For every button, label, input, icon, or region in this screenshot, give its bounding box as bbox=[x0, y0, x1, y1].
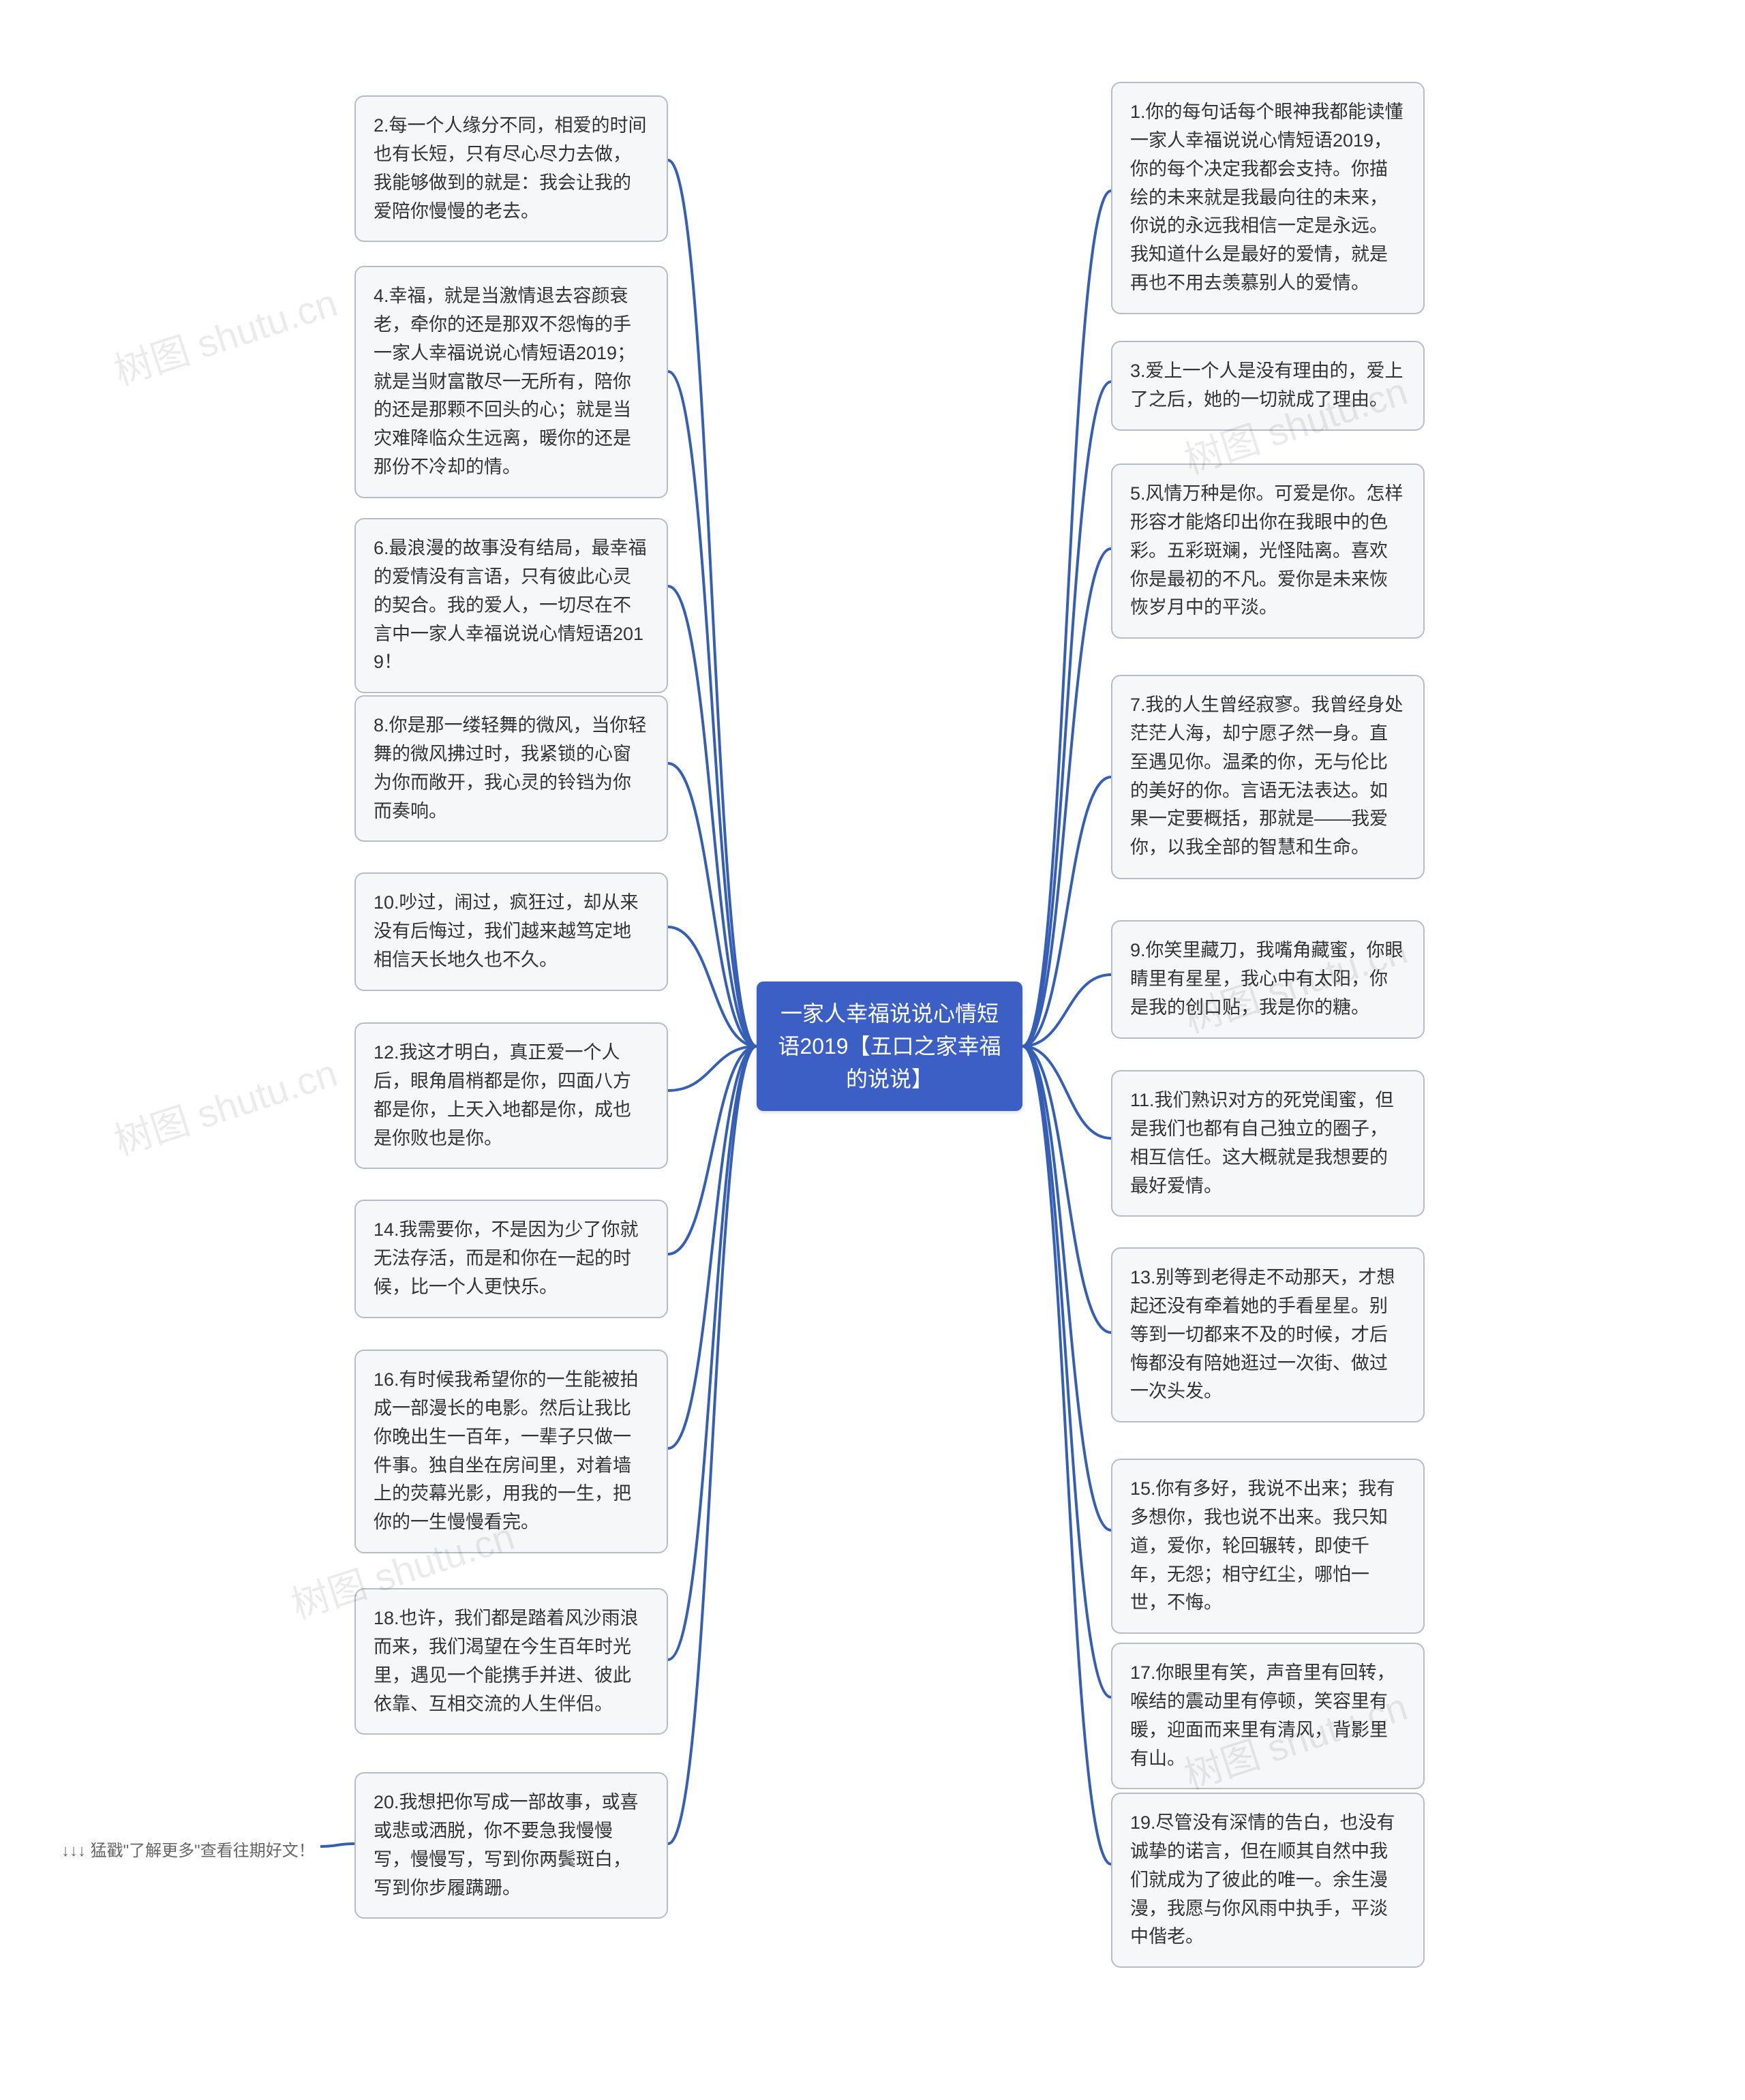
branch-node: 9.你笑里藏刀，我嘴角藏蜜，你眼睛里有星星，我心中有太阳，你是我的创口贴，我是你… bbox=[1111, 920, 1425, 1039]
branch-text: 19.尽管没有深情的告白，也没有诚挚的诺言，但在顺其自然中我们就成为了彼此的唯一… bbox=[1130, 1812, 1395, 1947]
branch-node: 5.风情万种是你。可爱是你。怎样形容才能烙印出你在我眼中的色彩。五彩斑斓，光怪陆… bbox=[1111, 463, 1425, 639]
edge bbox=[668, 1046, 757, 1448]
branch-text: 7.我的人生曾经寂寥。我曾经身处茫茫人海，却宁愿孑然一身。直至遇见你。温柔的你，… bbox=[1130, 695, 1403, 857]
edge bbox=[668, 927, 757, 1046]
branch-node: 16.有时候我希望你的一生能被拍成一部漫长的电影。然后让我比你晚出生一百年，一辈… bbox=[354, 1350, 668, 1553]
branch-node: 20.我想把你写成一部故事，或喜或悲或洒脱，你不要急我慢慢写，慢慢写，写到你两鬓… bbox=[354, 1772, 668, 1919]
watermark: 树图 shutu.cn bbox=[106, 1043, 344, 1167]
branch-text: 5.风情万种是你。可爱是你。怎样形容才能烙印出你在我眼中的色彩。五彩斑斓，光怪陆… bbox=[1130, 483, 1403, 618]
branch-text: 13.别等到老得走不动那天，才想起还没有牵着她的手看星星。别等到一切都来不及的时… bbox=[1130, 1267, 1395, 1401]
branch-node: 6.最浪漫的故事没有结局，最幸福的爱情没有言语，只有彼此心灵的契合。我的爱人，一… bbox=[354, 518, 668, 693]
branch-text: 18.也许，我们都是踏着风沙雨浪而来，我们渴望在今生百年时光里，遇见一个能携手并… bbox=[374, 1608, 639, 1714]
branch-node: 7.我的人生曾经寂寥。我曾经身处茫茫人海，却宁愿孑然一身。直至遇见你。温柔的你，… bbox=[1111, 675, 1425, 879]
branch-text: 4.幸福，就是当激情退去容颜衰老，牵你的还是那双不怨悔的手一家人幸福说说心情短语… bbox=[374, 286, 635, 477]
branch-node: 19.尽管没有深情的告白，也没有诚挚的诺言，但在顺其自然中我们就成为了彼此的唯一… bbox=[1111, 1793, 1425, 1968]
branch-text: 6.最浪漫的故事没有结局，最幸福的爱情没有言语，只有彼此心灵的契合。我的爱人，一… bbox=[374, 538, 647, 672]
edge bbox=[1022, 1046, 1111, 1864]
edge bbox=[1022, 382, 1111, 1046]
branch-text: 3.爱上一个人是没有理由的，爱上了之后，她的一切就成了理由。 bbox=[1130, 361, 1403, 410]
edge bbox=[1022, 1046, 1111, 1138]
tail-text: ↓↓↓ 猛戳"了解更多"查看往期好文！ bbox=[61, 1842, 315, 1860]
edge bbox=[668, 763, 757, 1046]
branch-node: 14.我需要你，不是因为少了你就无法存活，而是和你在一起的时候，比一个人更快乐。 bbox=[354, 1200, 668, 1318]
branch-node: 12.我这才明白，真正爱一个人后，眼角眉梢都是你，四面八方都是你，上天入地都是你… bbox=[354, 1022, 668, 1169]
branch-text: 11.我们熟识对方的死党闺蜜，但是我们也都有自己独立的圈子，相互信任。这大概就是… bbox=[1130, 1090, 1394, 1196]
branch-text: 15.你有多好，我说不出来；我有多想你，我也说不出来。我只知道，爱你，轮回辗转，… bbox=[1130, 1478, 1395, 1613]
branch-node: 13.别等到老得走不动那天，才想起还没有牵着她的手看星星。别等到一切都来不及的时… bbox=[1111, 1247, 1425, 1422]
branch-node: 8.你是那一缕轻舞的微风，当你轻舞的微风拂过时，我紧锁的心窗为你而敞开，我心灵的… bbox=[354, 695, 668, 842]
edge bbox=[668, 1046, 757, 1091]
branch-text: 1.你的每句话每个眼神我都能读懂一家人幸福说说心情短语2019，你的每个决定我都… bbox=[1130, 102, 1403, 293]
branch-node: 18.也许，我们都是踏着风沙雨浪而来，我们渴望在今生百年时光里，遇见一个能携手并… bbox=[354, 1588, 668, 1735]
branch-node: 10.吵过，闹过，疯狂过，却从来没有后悔过，我们越来越笃定地相信天长地久也不久。 bbox=[354, 872, 668, 991]
branch-node: 1.你的每句话每个眼神我都能读懂一家人幸福说说心情短语2019，你的每个决定我都… bbox=[1111, 82, 1425, 314]
branch-node: 17.你眼里有笑，声音里有回转，喉结的震动里有停顿，笑容里有暖，迎面而来里有清风… bbox=[1111, 1643, 1425, 1789]
edge bbox=[668, 371, 757, 1046]
edge bbox=[668, 1046, 757, 1254]
branch-node: 15.你有多好，我说不出来；我有多想你，我也说不出来。我只知道，爱你，轮回辗转，… bbox=[1111, 1459, 1425, 1634]
branch-node: 4.幸福，就是当激情退去容颜衰老，牵你的还是那双不怨悔的手一家人幸福说说心情短语… bbox=[354, 266, 668, 498]
branch-node: 11.我们熟识对方的死党闺蜜，但是我们也都有自己独立的圈子，相互信任。这大概就是… bbox=[1111, 1070, 1425, 1217]
branch-text: 14.我需要你，不是因为少了你就无法存活，而是和你在一起的时候，比一个人更快乐。 bbox=[374, 1219, 639, 1297]
edge bbox=[1022, 975, 1111, 1046]
branch-text: 9.你笑里藏刀，我嘴角藏蜜，你眼睛里有星星，我心中有太阳，你是我的创口贴，我是你… bbox=[1130, 940, 1403, 1018]
edge bbox=[1022, 1046, 1111, 1697]
branch-text: 2.每一个人缘分不同，相爱的时间也有长短，只有尽心尽力去做，我能够做到的就是：我… bbox=[374, 115, 647, 222]
branch-text: 10.吵过，闹过，疯狂过，却从来没有后悔过，我们越来越笃定地相信天长地久也不久。 bbox=[374, 892, 639, 970]
edge bbox=[1022, 777, 1111, 1046]
branch-text: 12.我这才明白，真正爱一个人后，眼角眉梢都是你，四面八方都是你，上天入地都是你… bbox=[374, 1042, 631, 1148]
edge bbox=[320, 1844, 354, 1846]
branch-node: 2.每一个人缘分不同，相爱的时间也有长短，只有尽心尽力去做，我能够做到的就是：我… bbox=[354, 95, 668, 242]
edge bbox=[1022, 1046, 1111, 1333]
branch-text: 16.有时候我希望你的一生能被拍成一部漫长的电影。然后让我比你晚出生一百年，一辈… bbox=[374, 1369, 639, 1532]
branch-node: 3.爱上一个人是没有理由的，爱上了之后，她的一切就成了理由。 bbox=[1111, 341, 1425, 431]
edge bbox=[1022, 191, 1111, 1046]
branch-text: 20.我想把你写成一部故事，或喜或悲或洒脱，你不要急我慢慢写，慢慢写，写到你两鬓… bbox=[374, 1792, 639, 1898]
branch-text: 17.你眼里有笑，声音里有回转，喉结的震动里有停顿，笑容里有暖，迎面而来里有清风… bbox=[1130, 1662, 1395, 1769]
edge bbox=[668, 586, 757, 1046]
branch-text: 8.你是那一缕轻舞的微风，当你轻舞的微风拂过时，我紧锁的心窗为你而敞开，我心灵的… bbox=[374, 715, 647, 821]
watermark: 树图 shutu.cn bbox=[106, 273, 344, 397]
edge bbox=[1022, 1046, 1111, 1530]
edge bbox=[668, 160, 757, 1046]
edge bbox=[668, 1046, 757, 1844]
central-node: 一家人幸福说说心情短语2019【五口之家幸福的说说】 bbox=[757, 981, 1022, 1111]
central-label: 一家人幸福说说心情短语2019【五口之家幸福的说说】 bbox=[777, 997, 1002, 1095]
tail-note: ↓↓↓ 猛戳"了解更多"查看往期好文！ bbox=[61, 1837, 315, 1861]
mindmap-canvas: 一家人幸福说说心情短语2019【五口之家幸福的说说】 ↓↓↓ 猛戳"了解更多"查… bbox=[0, 0, 1745, 2100]
edge bbox=[668, 1046, 757, 1660]
edge bbox=[1022, 549, 1111, 1046]
